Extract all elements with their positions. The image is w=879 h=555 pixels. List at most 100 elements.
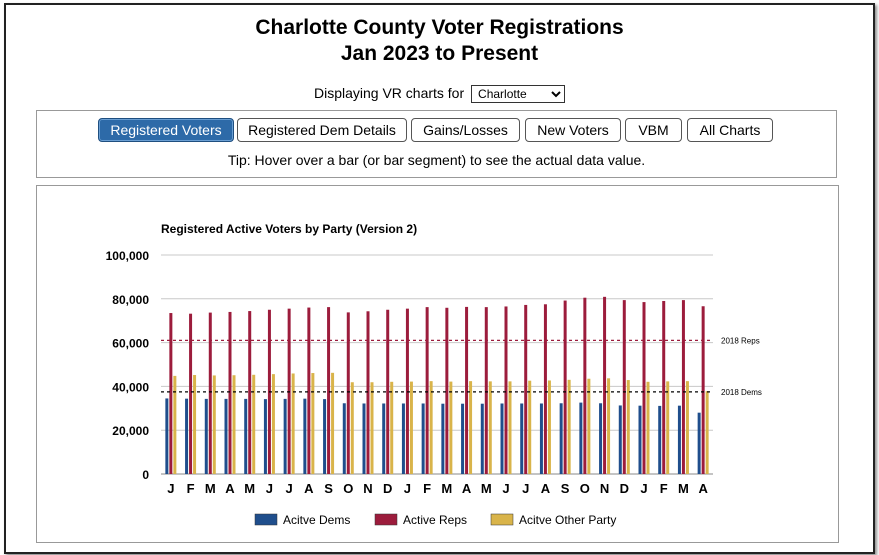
bar	[559, 403, 563, 474]
bar	[484, 307, 488, 474]
y-tick-label: 60,000	[112, 337, 149, 351]
legend-label: Acitve Dems	[283, 513, 350, 527]
chart-title: Registered Active Voters by Party (Versi…	[161, 222, 418, 236]
bar	[618, 405, 622, 474]
bar	[303, 398, 307, 474]
bar	[642, 302, 646, 474]
bar	[500, 403, 504, 474]
bar	[508, 381, 512, 474]
reference-line-label: 2018 Reps	[721, 336, 760, 345]
x-tick-label: D	[383, 481, 392, 496]
bar	[662, 300, 666, 474]
bar	[370, 382, 374, 474]
legend-swatch	[374, 513, 398, 526]
bar	[622, 300, 626, 474]
x-tick-label: M	[205, 481, 216, 496]
y-tick-label: 40,000	[112, 380, 149, 394]
bar	[425, 307, 429, 474]
bar	[224, 398, 228, 474]
bar	[547, 380, 551, 474]
bar	[701, 306, 705, 474]
bar	[382, 403, 386, 474]
legend-label: Active Reps	[403, 513, 467, 527]
x-tick-label: M	[441, 481, 452, 496]
x-tick-label: J	[286, 481, 293, 496]
tab-registered-dem-details[interactable]: Registered Dem Details	[237, 118, 407, 142]
bar	[232, 375, 236, 474]
chart-panel: Registered Active Voters by Party (Versi…	[36, 185, 839, 543]
x-tick-label: D	[620, 481, 629, 496]
tab-gains-losses[interactable]: Gains/Losses	[411, 118, 520, 142]
bar	[291, 373, 295, 474]
tab-registered-voters[interactable]: Registered Voters	[98, 118, 234, 142]
bar	[346, 312, 350, 474]
x-tick-label: F	[660, 481, 668, 496]
x-tick-label: S	[561, 481, 570, 496]
bar	[263, 399, 267, 474]
bar	[579, 402, 583, 474]
bar	[342, 403, 346, 474]
bar	[461, 403, 465, 474]
y-tick-label: 100,000	[106, 249, 150, 263]
bar	[697, 412, 701, 474]
bar	[685, 381, 689, 474]
x-tick-label: A	[541, 481, 551, 496]
bar	[646, 381, 650, 474]
bar	[681, 300, 685, 474]
bar	[283, 398, 287, 474]
bar	[252, 374, 256, 474]
bar	[603, 296, 607, 474]
bar	[445, 307, 449, 474]
bar	[504, 306, 508, 474]
bar	[204, 398, 208, 474]
x-tick-label: S	[324, 481, 333, 496]
bar	[311, 373, 315, 474]
bar	[323, 399, 327, 474]
bar	[173, 375, 177, 474]
tab-new-voters[interactable]: New Voters	[525, 118, 621, 142]
bar	[366, 311, 370, 474]
x-tick-label: J	[404, 481, 411, 496]
bar	[307, 307, 311, 474]
bar	[327, 307, 331, 474]
bar	[386, 309, 390, 474]
y-tick-label: 80,000	[112, 293, 149, 307]
x-tick-label: O	[580, 481, 590, 496]
bar	[244, 398, 248, 474]
x-tick-label: O	[343, 481, 353, 496]
tip-text: Tip: Hover over a bar (or bar segment) t…	[227, 152, 646, 168]
bar	[208, 312, 212, 474]
county-select[interactable]: Charlotte	[471, 85, 566, 104]
x-tick-label: J	[502, 481, 509, 496]
bar	[362, 403, 366, 474]
tab-vbm[interactable]: VBM	[625, 118, 682, 142]
bar	[271, 374, 275, 474]
bar	[567, 379, 571, 474]
bar	[189, 313, 193, 474]
bar	[441, 403, 445, 474]
legend-label: Acitve Other Party	[519, 513, 616, 527]
bar	[587, 378, 591, 474]
bar	[390, 381, 394, 474]
bar	[165, 398, 169, 474]
selector-label: Displaying VR charts for	[313, 85, 465, 101]
x-tick-label: A	[698, 481, 708, 496]
bar	[480, 403, 484, 474]
bar	[539, 403, 543, 474]
y-tick-label: 0	[142, 468, 149, 482]
x-tick-label: N	[600, 481, 609, 496]
bar	[607, 378, 611, 474]
bar	[465, 306, 469, 474]
x-tick-label: A	[462, 481, 472, 496]
bar	[169, 313, 173, 474]
bar	[677, 405, 681, 474]
bar	[599, 403, 603, 474]
bar	[228, 311, 232, 474]
reference-line-label: 2018 Dems	[721, 388, 762, 397]
bar	[488, 381, 492, 474]
tab-all-charts[interactable]: All Charts	[687, 118, 773, 142]
bar	[449, 381, 453, 474]
x-tick-label: J	[167, 481, 174, 496]
tabs-panel: Registered Voters Registered Dem Details…	[36, 110, 837, 178]
